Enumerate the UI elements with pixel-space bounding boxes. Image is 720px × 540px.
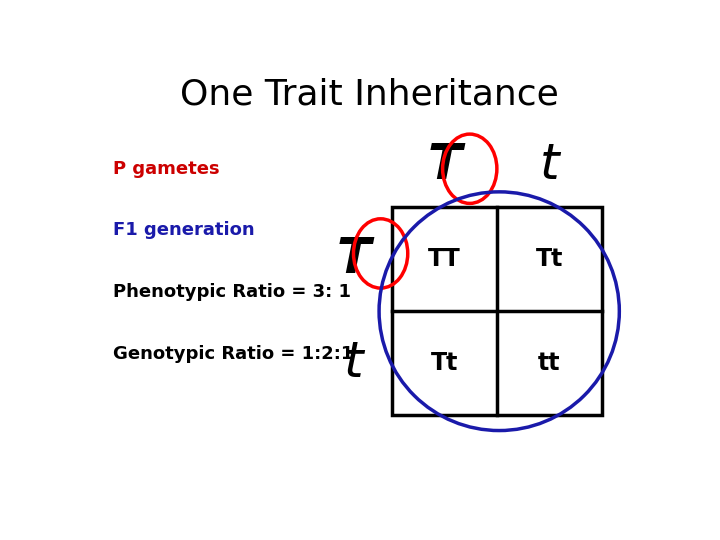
Text: tt: tt — [538, 351, 560, 375]
Text: t: t — [343, 339, 364, 387]
Text: Genotypic Ratio = 1:2:1: Genotypic Ratio = 1:2:1 — [113, 345, 354, 362]
Text: T: T — [428, 141, 462, 189]
Text: T: T — [336, 235, 371, 283]
Text: One Trait Inheritance: One Trait Inheritance — [179, 77, 559, 111]
Text: t: t — [539, 141, 559, 189]
Bar — [392, 207, 601, 415]
Text: Tt: Tt — [431, 351, 458, 375]
Text: TT: TT — [428, 247, 461, 271]
Text: P gametes: P gametes — [113, 160, 220, 178]
Text: Tt: Tt — [536, 247, 563, 271]
Text: Phenotypic Ratio = 3: 1: Phenotypic Ratio = 3: 1 — [113, 283, 351, 301]
Text: F1 generation: F1 generation — [113, 221, 255, 239]
